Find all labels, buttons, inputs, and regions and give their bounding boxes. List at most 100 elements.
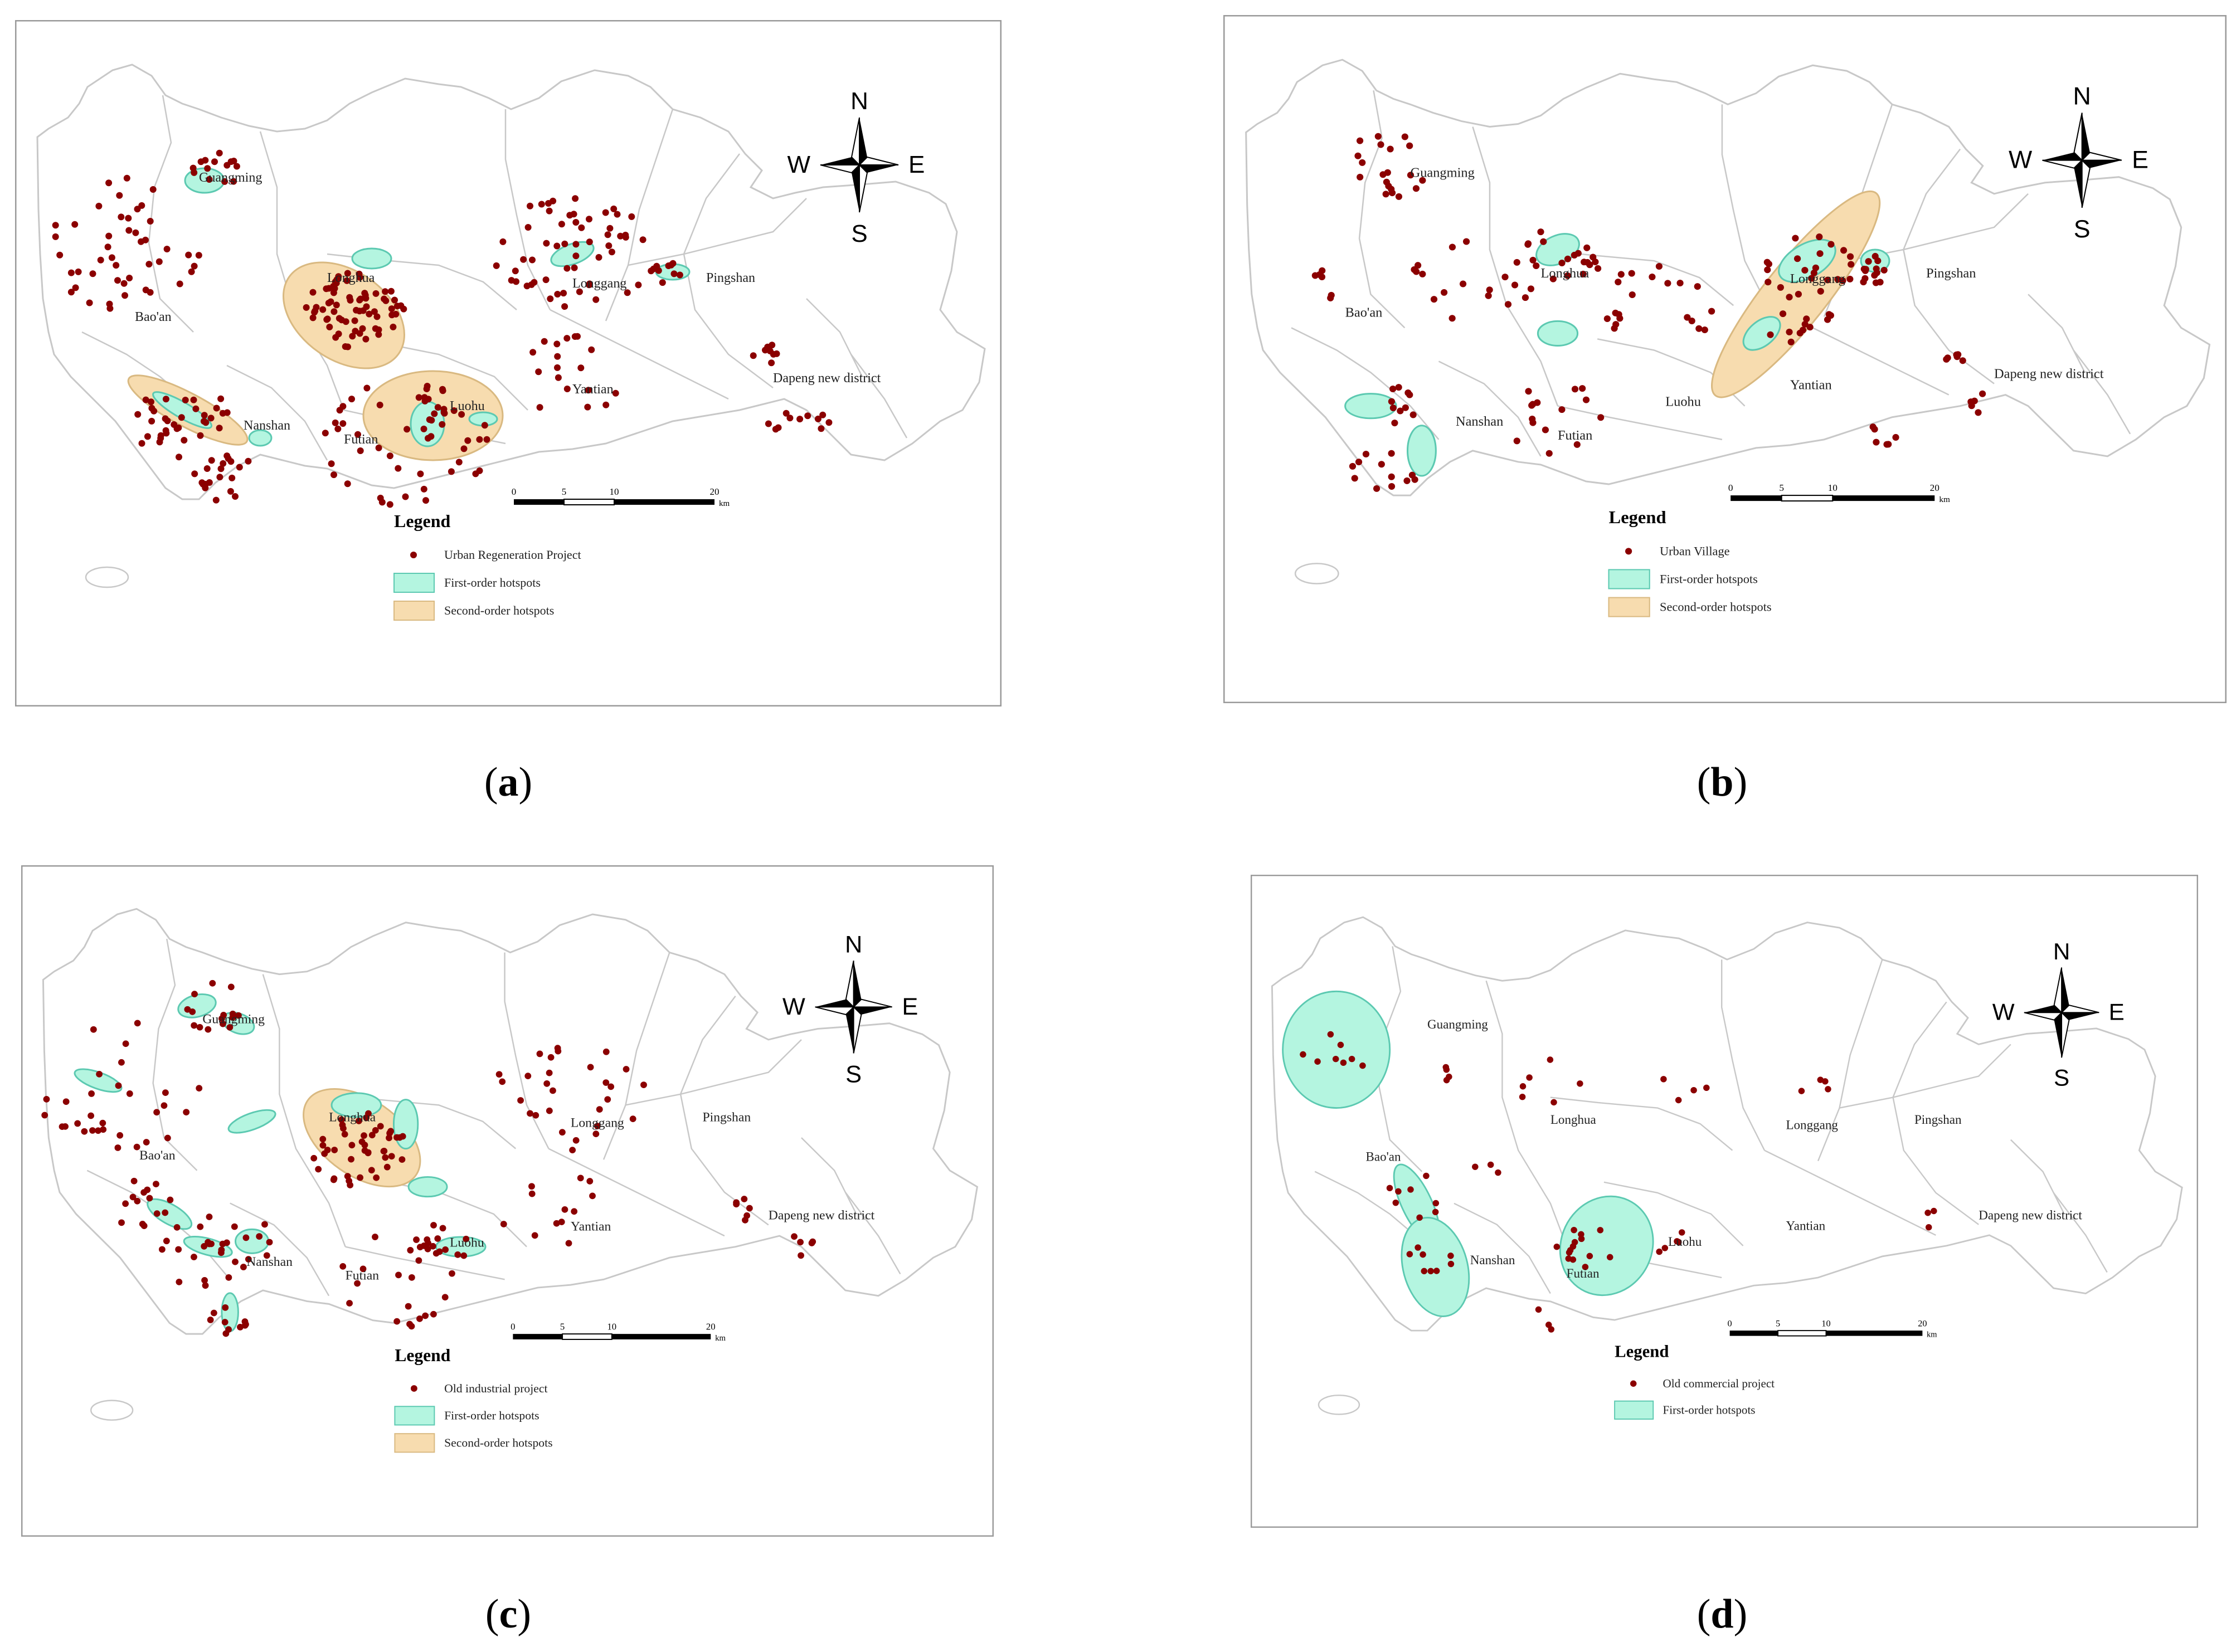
project-point	[1378, 461, 1385, 468]
project-point	[602, 1079, 610, 1086]
legend-title: Legend	[395, 1346, 450, 1365]
scale-tick-label: 20	[1930, 483, 1940, 493]
second-order-hotspot	[283, 261, 405, 369]
project-point	[1577, 1080, 1583, 1087]
project-point	[1459, 280, 1467, 287]
project-point	[408, 1274, 415, 1281]
project-point	[386, 501, 393, 508]
project-point	[74, 1120, 81, 1127]
project-point	[1389, 386, 1397, 393]
map-legend: Legend Old commercial project First-order …	[1614, 1342, 1775, 1420]
project-point	[230, 158, 237, 164]
district-boundary	[679, 996, 769, 1226]
project-point	[1522, 294, 1529, 301]
project-point	[173, 1224, 181, 1231]
project-point	[607, 1083, 615, 1090]
district-label: Futian	[1558, 428, 1592, 443]
project-point	[121, 292, 128, 299]
project-point	[584, 403, 591, 411]
district-label: Dapeng new district	[1994, 367, 2104, 382]
project-point	[356, 270, 363, 277]
project-point	[746, 1205, 753, 1212]
project-point	[576, 288, 583, 295]
project-point	[144, 1186, 151, 1193]
project-point	[1327, 1031, 1334, 1038]
district-label: Dapeng new district	[773, 371, 881, 386]
project-point	[1792, 235, 1799, 242]
project-point	[122, 1200, 129, 1207]
project-point	[1419, 270, 1426, 277]
district-label: Luohu	[1668, 1235, 1702, 1249]
project-point	[602, 1048, 610, 1055]
project-point	[424, 383, 431, 389]
project-point	[140, 1222, 148, 1229]
project-point	[523, 282, 531, 290]
compass-rose-icon: N S E W	[1992, 938, 2125, 1090]
project-point	[134, 1020, 141, 1027]
district-label: Pingshan	[706, 271, 755, 285]
project-point	[1388, 483, 1396, 490]
project-point	[587, 1064, 594, 1071]
project-point	[330, 289, 337, 296]
project-point	[463, 1235, 470, 1242]
compass-south-label: S	[2074, 216, 2091, 243]
project-point	[1816, 250, 1824, 257]
project-point	[95, 1127, 102, 1134]
project-point	[387, 1128, 395, 1135]
compass-rose-icon: N S E W	[782, 932, 918, 1088]
project-point	[640, 1081, 647, 1088]
compass-east-label: E	[2132, 147, 2148, 174]
project-point	[1616, 315, 1623, 322]
project-point	[191, 169, 198, 176]
project-point	[399, 1133, 406, 1140]
district-label: Yantian	[1790, 378, 1832, 393]
project-point	[1485, 292, 1492, 299]
project-point	[1675, 1097, 1682, 1104]
project-point	[1527, 285, 1534, 293]
project-point	[449, 1270, 455, 1277]
project-point	[205, 1239, 212, 1246]
project-point	[1388, 450, 1395, 457]
project-point	[163, 1237, 170, 1245]
district-label: Guangming	[1427, 1017, 1488, 1031]
project-point	[206, 479, 213, 486]
project-point	[1779, 310, 1787, 318]
scale-tick-label: 20	[710, 486, 720, 497]
project-point	[1943, 355, 1950, 363]
project-point	[56, 251, 64, 259]
project-point	[202, 1282, 209, 1289]
project-point	[602, 209, 609, 216]
legend-item-label: Old commercial project	[1663, 1377, 1775, 1390]
project-point	[431, 410, 438, 417]
project-point	[1357, 173, 1364, 181]
project-point	[1359, 1062, 1366, 1069]
project-point	[741, 1196, 748, 1202]
project-point	[1931, 1207, 1937, 1215]
project-point	[1848, 261, 1855, 268]
compass-east-label: E	[902, 993, 918, 1020]
project-point	[368, 1167, 375, 1174]
project-point	[339, 420, 347, 427]
project-point	[1533, 262, 1540, 270]
project-point	[1795, 291, 1802, 298]
project-point	[1660, 1076, 1667, 1083]
scale-tick-label: 5	[1779, 483, 1784, 493]
project-point	[1690, 1086, 1697, 1094]
project-point	[464, 437, 471, 444]
district-boundary	[148, 95, 194, 333]
project-point	[88, 1112, 95, 1119]
project-point	[155, 258, 163, 265]
project-point	[100, 1126, 107, 1133]
project-point	[524, 224, 532, 231]
project-point	[88, 1090, 95, 1097]
project-point	[1810, 269, 1817, 276]
district-label: Pingshan	[1926, 266, 1976, 281]
project-point	[595, 254, 602, 261]
project-point	[357, 1174, 364, 1181]
project-point	[120, 280, 128, 287]
project-point	[1871, 272, 1878, 279]
project-point	[1558, 406, 1566, 413]
project-point	[425, 1240, 431, 1247]
